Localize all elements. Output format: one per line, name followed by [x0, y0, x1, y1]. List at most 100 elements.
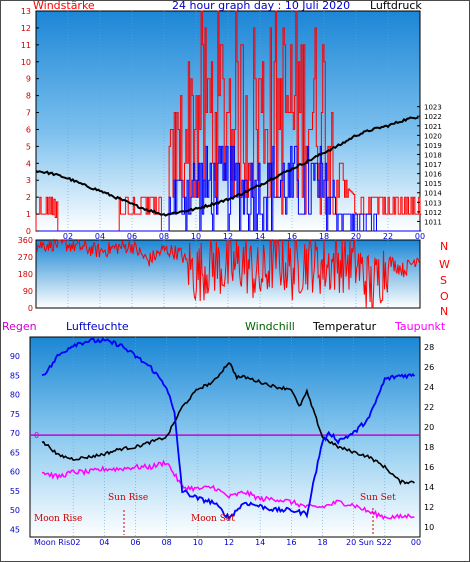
- legend-regen: Regen: [2, 320, 37, 333]
- humidity-y-tick: 85: [10, 371, 20, 380]
- left-axis-title: Windstärke: [33, 0, 95, 12]
- wind-y-tick: 10: [21, 58, 31, 67]
- wind-x-tick: 04: [95, 232, 105, 241]
- pressure-y-tick: 1014: [424, 190, 442, 198]
- legend-luftfeuchte: Luftfeuchte: [66, 320, 129, 333]
- humidity-y-tick: 60: [10, 468, 20, 477]
- pressure-y-tick: 1021: [424, 123, 442, 131]
- humidity-y-tick: 55: [10, 487, 20, 496]
- temp-y-tick: 16: [424, 463, 434, 472]
- wind-x-tick: 14: [255, 232, 265, 241]
- wind-y-tick: 11: [21, 41, 31, 50]
- pressure-y-tick: 1019: [424, 142, 442, 150]
- pressure-y-tick: 1017: [424, 161, 442, 169]
- dir-y-tick: 90: [23, 287, 33, 296]
- event-moon-rise: Moon Rise: [34, 514, 82, 524]
- wind-x-tick: 06: [127, 232, 137, 241]
- pressure-y-tick: 1018: [424, 151, 442, 159]
- temp-x-tick: 14: [255, 538, 265, 547]
- pressure-y-tick: 1013: [424, 199, 442, 207]
- humidity-y-tick: 65: [10, 448, 20, 457]
- pressure-y-tick: 1015: [424, 180, 442, 188]
- page-title: 24 hour graph day : 10 Juli 2020: [172, 0, 350, 12]
- humidity-y-tick: 70: [10, 429, 20, 438]
- wind-y-tick: 5: [26, 142, 31, 151]
- wind-gust-series: [35, 10, 422, 232]
- temp-x-tick: 10: [193, 538, 203, 547]
- temp-x-tick: 00: [411, 538, 421, 547]
- compass-n-bottom: N: [440, 305, 448, 318]
- wind-y-tick: 4: [26, 159, 31, 168]
- wind-y-tick: 9: [26, 75, 31, 84]
- humidity-y-tick: 50: [10, 506, 20, 515]
- wind-y-tick: 6: [26, 125, 31, 134]
- compass-o: O: [440, 290, 449, 303]
- pressure-y-tick: 1023: [424, 104, 442, 112]
- pressure-y-tick: 1011: [424, 218, 442, 226]
- temperature-series: [41, 361, 415, 486]
- wind-y-tick: 2: [26, 193, 31, 202]
- wind-x-tick: 18: [319, 232, 329, 241]
- wind-direction-series: [35, 238, 421, 309]
- wind-y-tick: 3: [26, 176, 31, 185]
- temp-x-tick: 06: [130, 538, 140, 547]
- temp-y-tick: 22: [424, 403, 434, 412]
- wind-x-tick: 10: [191, 232, 201, 241]
- temp-x-tick: 12: [224, 538, 234, 547]
- wind-y-tick: 1: [26, 210, 31, 219]
- temp-x-tick: 18: [317, 538, 327, 547]
- temp-y-tick: 18: [424, 443, 434, 452]
- compass-s: S: [440, 274, 447, 287]
- temp-y-tick: 28: [424, 343, 434, 352]
- temp-y-tick: 10: [424, 523, 434, 532]
- temp-y-tick: 24: [424, 383, 434, 392]
- dir-y-tick: 0: [28, 304, 33, 313]
- event-sun-set: Sun Set: [360, 493, 396, 503]
- wind-x-tick: 20: [351, 232, 361, 241]
- wind-avg-series: [36, 145, 422, 232]
- wind-bars: [35, 10, 422, 232]
- temp-x-tick: 16: [286, 538, 296, 547]
- wind-x-tick: 02: [63, 232, 73, 241]
- temp-x-tick: 08: [162, 538, 172, 547]
- dir-y-tick: 180: [18, 270, 33, 279]
- temp-x-tick: 04: [99, 538, 109, 547]
- wind-y-tick: 13: [21, 7, 31, 16]
- wind-x-tick: 00: [415, 232, 425, 241]
- wind-y-tick: 0: [26, 227, 31, 236]
- humidity-y-tick: 45: [10, 525, 20, 534]
- humidity-series: [41, 337, 416, 521]
- pressure-y-tick: 1020: [424, 132, 442, 140]
- dewpoint-series: [42, 459, 415, 521]
- bottom-label-right: 20 Sun S22: [346, 538, 392, 547]
- temp-y-tick: 14: [424, 483, 434, 492]
- legend-temperatur: Temperatur: [312, 320, 377, 333]
- compass-n-top: N: [440, 240, 448, 253]
- temp-y-tick: 26: [424, 363, 434, 372]
- direction-series: [35, 238, 421, 309]
- event-sun-rise: Sun Rise: [108, 493, 148, 503]
- pressure-y-tick: 1012: [424, 209, 442, 217]
- dir-y-tick: 360: [18, 236, 33, 245]
- humidity-y-tick: 90: [10, 352, 20, 361]
- wind-x-tick: 16: [287, 232, 297, 241]
- pressure-series: [35, 116, 419, 217]
- pressure-y-tick: 1016: [424, 171, 442, 179]
- wind-y-tick: 8: [26, 92, 31, 101]
- compass-w: W: [439, 258, 450, 271]
- wind-x-tick: 12: [223, 232, 233, 241]
- temp-y-tick: 12: [424, 503, 434, 512]
- wind-y-tick: 12: [21, 24, 31, 33]
- rain-zero-label: 0: [34, 431, 39, 440]
- temp-y-tick: 20: [424, 423, 434, 432]
- temperature-panel: [29, 336, 421, 538]
- bottom-label-left: Moon Ris02: [34, 538, 80, 547]
- tick-labels: 0123456789101112131011101210131014101510…: [10, 7, 443, 547]
- wind-y-tick: 7: [26, 109, 31, 118]
- dir-y-tick: 270: [18, 253, 33, 262]
- humidity-y-tick: 75: [10, 410, 20, 419]
- wind-x-tick: 22: [383, 232, 393, 241]
- humidity-y-tick: 80: [10, 391, 20, 400]
